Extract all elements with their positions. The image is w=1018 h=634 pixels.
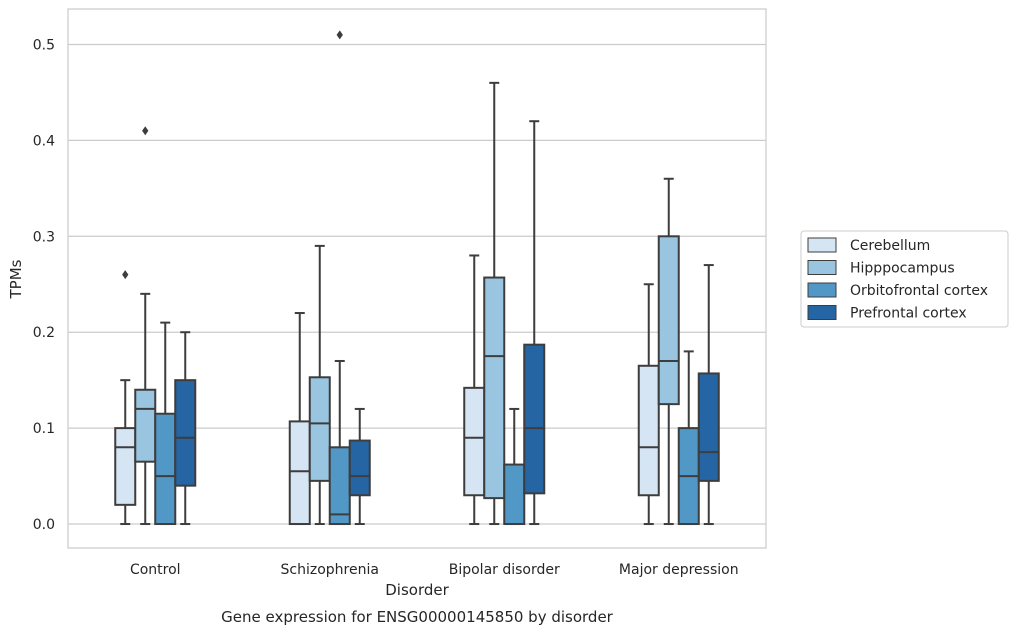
box-3-1 xyxy=(657,177,680,526)
y-tick-label: 0.2 xyxy=(33,325,55,341)
outlier-point xyxy=(122,270,129,280)
box-1-3 xyxy=(348,407,371,526)
box-2-2 xyxy=(503,407,526,526)
legend-swatch xyxy=(807,260,837,275)
legend-label: Cerebellum xyxy=(850,238,930,254)
box-2-1 xyxy=(483,81,506,526)
x-tick-label: Major depression xyxy=(619,562,739,578)
legend-label: Orbitofrontal cortex xyxy=(850,283,988,299)
box-rect xyxy=(523,343,546,495)
x-tick-label: Control xyxy=(130,562,181,578)
x-tick-label: Schizophrenia xyxy=(281,562,379,578)
box-groups xyxy=(114,30,720,526)
box-rect xyxy=(697,372,720,482)
box-rect xyxy=(134,388,157,463)
legend-swatch xyxy=(807,237,837,253)
legend-label: Prefrontal cortex xyxy=(850,306,967,322)
box-3-0 xyxy=(637,283,660,526)
box-2-3 xyxy=(523,120,546,526)
legend-frame xyxy=(800,230,1009,328)
y-tick-label: 0.5 xyxy=(33,37,55,53)
box-rect xyxy=(657,235,680,406)
legend-swatch xyxy=(807,282,837,298)
legend-label: Hipppocampus xyxy=(850,261,955,277)
box-rect xyxy=(503,463,526,526)
outlier-point xyxy=(142,126,149,136)
box-rect xyxy=(308,376,331,482)
box-rect xyxy=(174,379,197,487)
box-rect xyxy=(114,427,137,506)
box-1-1 xyxy=(308,244,331,526)
x-tick-label: Bipolar disorder xyxy=(449,562,560,578)
box-rect xyxy=(348,439,371,497)
box-0-1 xyxy=(134,126,157,526)
box-rect xyxy=(637,364,660,497)
y-tick-label: 0.4 xyxy=(33,133,55,149)
box-2-0 xyxy=(463,254,486,526)
box-3-3 xyxy=(697,264,720,526)
plot-frame xyxy=(67,8,767,549)
x-axis-ticks: Control Schizophrenia Bipolar disorder Majo… xyxy=(130,562,739,578)
y-axis-ticks: 0.0 0.1 0.2 0.3 0.4 0.5 xyxy=(33,37,55,533)
x-axis-label: Disorder xyxy=(385,581,449,599)
y-tick-label: 0.0 xyxy=(33,517,55,533)
box-rect xyxy=(154,412,177,526)
box-0-0 xyxy=(114,270,137,526)
y-tick-label: 0.1 xyxy=(33,421,55,437)
y-tick-label: 0.3 xyxy=(33,229,55,245)
box-rect xyxy=(288,420,311,526)
box-rect xyxy=(483,276,506,500)
box-rect xyxy=(463,386,486,497)
y-axis-label: TPMs xyxy=(7,259,25,299)
outlier-point xyxy=(336,30,343,40)
box-rect xyxy=(328,446,351,526)
box-0-3 xyxy=(174,331,197,526)
legend-swatch xyxy=(807,305,837,320)
legend: Cerebellum Hipppocampus Orbitofrontal cort… xyxy=(800,230,1009,328)
chart-caption: Gene expression for ENSG00000145850 by d… xyxy=(221,608,614,626)
box-1-2 xyxy=(328,30,351,526)
